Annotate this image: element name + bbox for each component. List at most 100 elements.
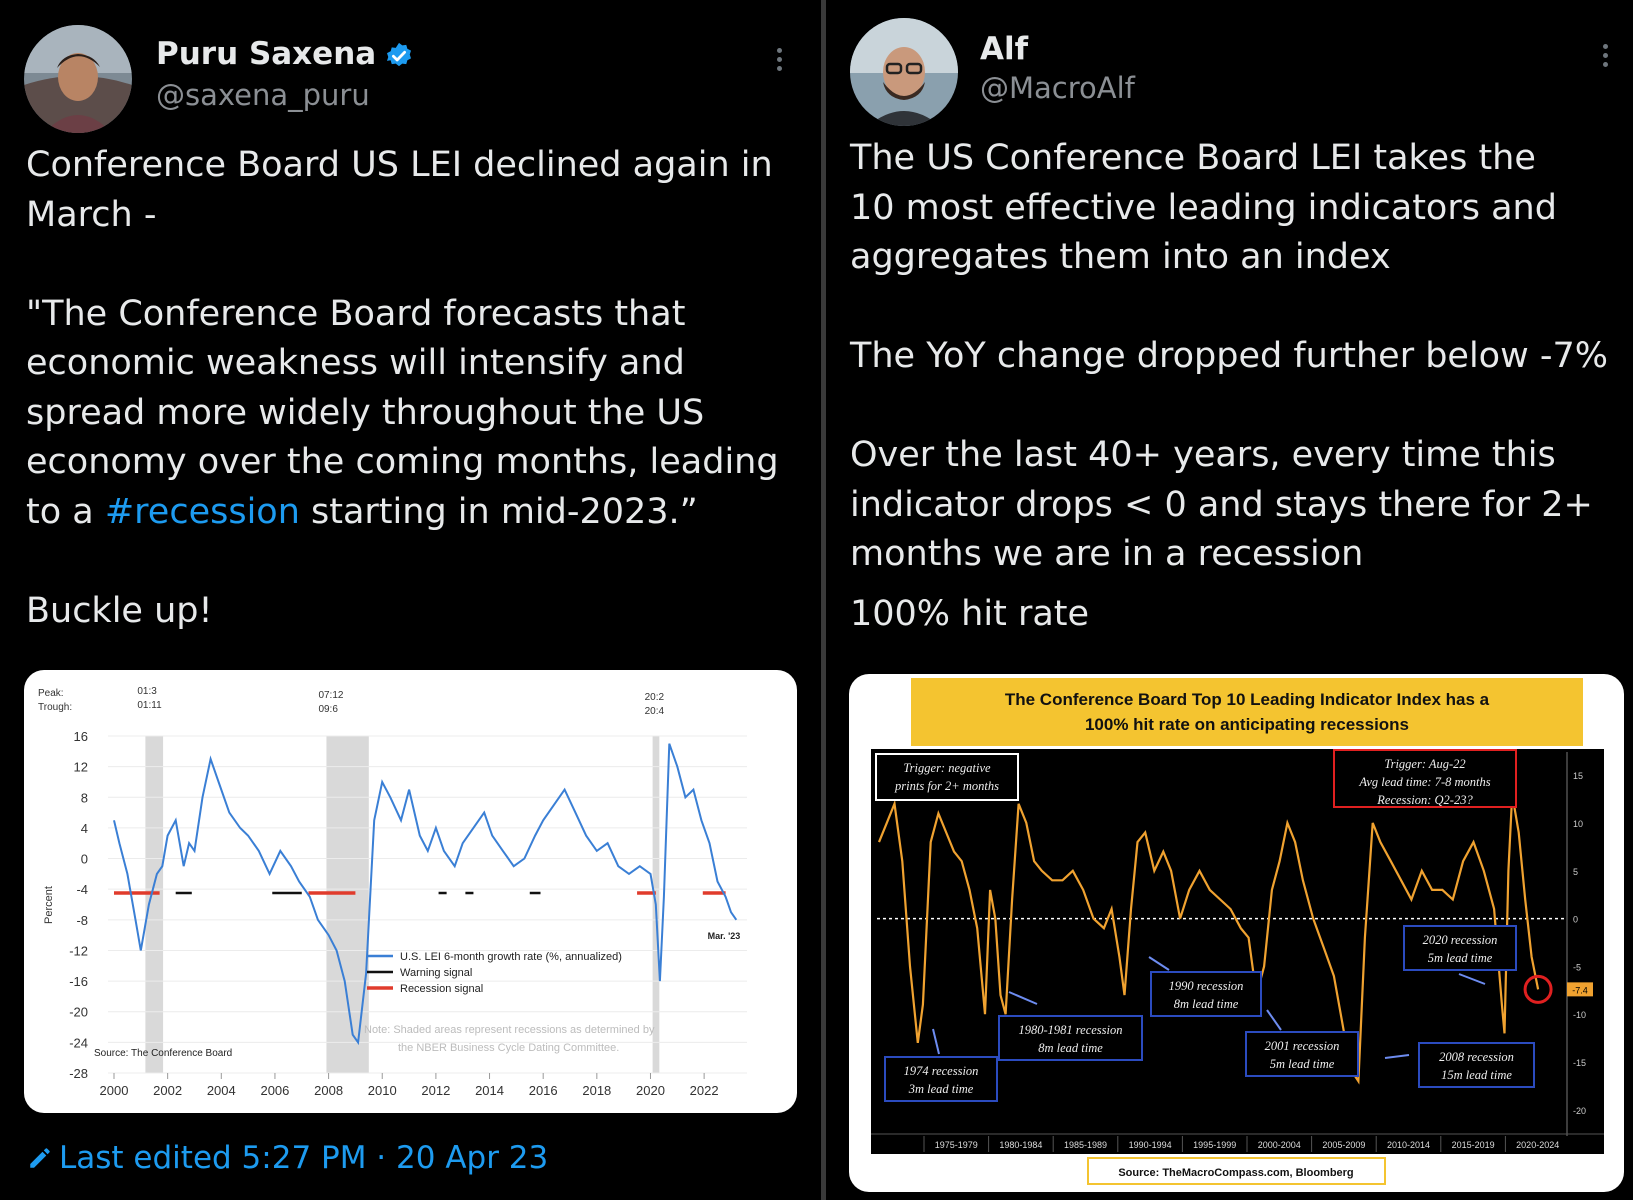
y-tick-label: 5 — [1573, 867, 1578, 877]
x-tick-label: 2016 — [529, 1083, 558, 1098]
author-handle[interactable]: @MacroAlf — [980, 71, 1135, 105]
chart-title-banner — [911, 678, 1583, 746]
chart-image-right[interactable]: The Conference Board Top 10 Leading Indi… — [849, 674, 1624, 1192]
recession-1980-label-text: 1980-1981 recession — [1018, 1023, 1122, 1037]
text-line: 100% hit rate — [850, 593, 1090, 634]
leading-indicator-chart: The Conference Board Top 10 Leading Indi… — [871, 678, 1604, 1185]
avatar[interactable] — [24, 25, 132, 133]
peak-label: Peak: — [38, 688, 64, 699]
annotation-arrow — [1148, 956, 1170, 971]
chart-source: Source: The Conference Board — [94, 1048, 232, 1059]
recession-2020-label-text: 5m lead time — [1428, 951, 1493, 965]
text-line: Over the last 40+ years, every time this — [850, 435, 1556, 475]
y-tick-label: 16 — [74, 729, 88, 744]
x-category-label: 1995-1999 — [1193, 1140, 1236, 1150]
legend-label: U.S. LEI 6-month growth rate (%, annuali… — [400, 951, 622, 963]
recession-2020-label-text: 2020 recession — [1423, 933, 1498, 947]
trough-label: Trough: — [38, 702, 72, 713]
x-category-label: 2010-2014 — [1387, 1140, 1430, 1150]
text-line: The YoY change dropped further below -7% — [850, 336, 1609, 376]
chart-image-left[interactable]: 16 12 8 4 0 -4 -8 -12 -16 -20 -24 -28 2000 2002 2004 20… — [24, 670, 797, 1113]
legend-label: Recession signal — [400, 983, 483, 995]
x-tick-label: 2014 — [475, 1083, 504, 1098]
leading-indicator-line — [877, 794, 1540, 1085]
current-value-circle — [1523, 974, 1553, 1004]
x-tick-label: 2012 — [421, 1083, 450, 1098]
y-tick-label: -8 — [76, 913, 88, 928]
y-tick-label: -20 — [69, 1005, 88, 1020]
text-line: March - — [26, 194, 157, 235]
tweet-card-right: Alf @MacroAlf The US Conference Board LE… — [826, 0, 1633, 1200]
recession-2020-label-box — [1403, 925, 1517, 971]
chart-note: Note: Shaded areas represent recessions … — [364, 1024, 655, 1036]
y-tick-label: -12 — [69, 943, 88, 958]
x-category-label: 2000-2004 — [1258, 1140, 1301, 1150]
last-point-label: Mar. '23 — [708, 931, 741, 941]
trigger-aug-annotation-text: Trigger: Aug-22 — [1384, 757, 1465, 771]
text-line: months we are in a recession — [850, 534, 1364, 574]
verified-badge-icon — [387, 42, 412, 66]
y-tick-label: -5 — [1573, 962, 1581, 972]
y-tick-label: -4 — [76, 882, 88, 897]
author-handle[interactable]: @saxena_puru — [156, 78, 370, 112]
recession-1974-label-box — [884, 1056, 998, 1102]
trigger-aug-annotation-box — [1333, 749, 1517, 808]
x-tick-label: 2022 — [690, 1083, 719, 1098]
blank-line — [850, 283, 1630, 333]
hashtag-link[interactable]: #recession — [104, 491, 300, 532]
last-edited-link[interactable]: Last edited 5:27 PM · 20 Apr 23 — [27, 1140, 548, 1176]
panel-divider — [821, 0, 826, 1200]
recession-1974-label-text: 3m lead time — [908, 1082, 974, 1096]
x-tick-label: 2002 — [153, 1083, 182, 1098]
y-tick-label: 4 — [81, 821, 88, 836]
text-line: The US Conference Board LEI takes the — [850, 138, 1536, 178]
tweet-text: The US Conference Board LEI takes the 10… — [850, 134, 1630, 639]
y-tick-label: 0 — [81, 852, 88, 867]
x-tick-label: 2004 — [207, 1083, 236, 1098]
y-tick-label: 0 — [1573, 915, 1578, 925]
y-tick-label: 15 — [1573, 771, 1583, 781]
x-tick-label: 2018 — [582, 1083, 611, 1098]
text-line: Conference Board US LEI declined again i… — [26, 145, 773, 185]
pencil-icon — [30, 1148, 50, 1168]
trigger-annotation-box — [875, 753, 1019, 801]
blank-line — [26, 240, 816, 290]
more-options-icon[interactable] — [1603, 40, 1608, 71]
x-category-label: 1990-1994 — [1129, 1140, 1172, 1150]
tweet-card-left: Puru Saxena @saxena_puru Conference Boar… — [24, 25, 816, 1176]
text-line: indicator drops < 0 and stays there for … — [850, 484, 1593, 525]
annotation-arrow — [1008, 991, 1038, 1005]
text-line: spread more widely throughout the US — [26, 392, 705, 433]
chart-source: Source: TheMacroCompass.com, Bloomberg — [1118, 1167, 1353, 1179]
recession-peak-date: 01:3 — [137, 686, 157, 697]
recession-2008-label-text: 15m lead time — [1441, 1068, 1512, 1082]
x-tick-label: 2000 — [100, 1083, 129, 1098]
y-tick-label: -10 — [1573, 1010, 1586, 1020]
text-line: to a #recession starting in mid-2023.” — [26, 491, 698, 532]
chart-note: the NBER Business Cycle Dating Committee… — [398, 1042, 619, 1054]
trigger-aug-annotation-text: Recession: Q2-23? — [1376, 793, 1473, 807]
x-category-label: 2020-2024 — [1516, 1140, 1559, 1150]
chart-title: 100% hit rate on anticipating recessions — [1085, 715, 1409, 734]
blank-line — [850, 382, 1630, 432]
lei-chart: 16 12 8 4 0 -4 -8 -12 -16 -20 -24 -28 2000 2002 2004 20… — [38, 686, 747, 1098]
x-tick-label: 2010 — [368, 1083, 397, 1098]
x-tick-label: 2008 — [314, 1083, 343, 1098]
avatar-photo-icon — [850, 18, 958, 126]
y-tick-label: 8 — [81, 790, 88, 805]
recession-trough-date: 01:11 — [137, 700, 162, 711]
recession-1990-label-box — [1150, 971, 1262, 1017]
text-line: economy over the coming months, leading — [26, 442, 779, 482]
x-category-label: 2015-2019 — [1452, 1140, 1495, 1150]
recession-trough-date: 09:6 — [318, 704, 338, 715]
recession-1980-label-box — [998, 1015, 1143, 1061]
trigger-annotation-text: prints for 2+ months — [894, 779, 999, 793]
annotation-arrow — [932, 1028, 940, 1055]
y-tick-label: -16 — [69, 974, 88, 989]
avatar[interactable] — [850, 18, 958, 126]
y-tick-label: -28 — [69, 1066, 88, 1081]
y-tick-label: 10 — [1573, 819, 1583, 829]
more-options-icon[interactable] — [777, 44, 782, 75]
author-name[interactable]: Alf — [980, 31, 1029, 67]
author-name[interactable]: Puru Saxena — [156, 36, 414, 72]
